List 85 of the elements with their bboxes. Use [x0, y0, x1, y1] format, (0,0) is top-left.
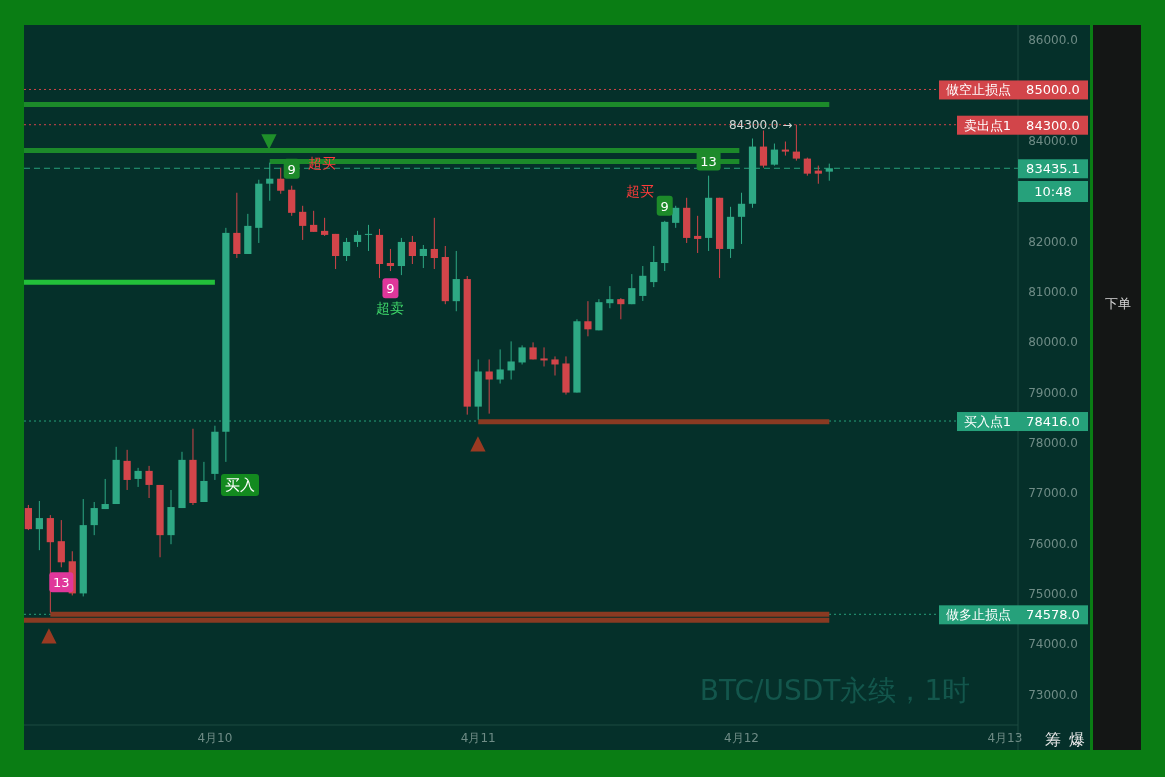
candlestick — [342, 237, 351, 262]
y-tick-label: 73000.0 — [1028, 687, 1078, 702]
candlestick — [364, 224, 373, 252]
candlestick — [57, 519, 65, 568]
candlestick — [485, 358, 493, 415]
candlestick — [507, 340, 515, 381]
candlestick — [299, 205, 307, 241]
candlestick — [233, 192, 241, 259]
candlestick — [288, 185, 296, 217]
y-tick-label: 80000.0 — [1028, 335, 1078, 350]
candlestick — [584, 300, 592, 337]
candlestick — [792, 124, 800, 162]
candlestick — [518, 344, 526, 365]
candlestick — [496, 348, 504, 385]
annotation: 13 — [700, 153, 717, 169]
candlestick — [639, 265, 647, 302]
text: 爆 — [1069, 730, 1085, 749]
y-tick-label: 85000.0 — [1026, 82, 1080, 98]
ref-line-label: 卖出点1 — [963, 117, 1012, 133]
candlestick — [540, 346, 548, 367]
candlestick — [803, 157, 811, 177]
candlestick — [650, 245, 658, 288]
candlestick — [134, 467, 142, 488]
candlestick — [200, 461, 208, 503]
candlestick — [419, 244, 427, 269]
annotation: 13 — [53, 575, 70, 591]
x-tick-label: 4月11 — [460, 731, 496, 745]
y-tick-label: 75000.0 — [1028, 587, 1078, 602]
y-tick-label: 74000.0 — [1028, 637, 1078, 652]
y-tick-label: 84300.0 — [1026, 117, 1080, 133]
candlestick — [672, 205, 680, 229]
y-tick-label: 74578.0 — [1026, 607, 1080, 623]
y-tick-label: 86000.0 — [1028, 33, 1078, 48]
x-tick-label: 4月12 — [724, 731, 759, 745]
text: 10:48 — [1034, 184, 1072, 199]
y-tick-label: 82000.0 — [1028, 234, 1078, 249]
ref-line-label: 买入点1 — [963, 414, 1012, 430]
text: 下单 — [1105, 296, 1131, 311]
candlestick — [759, 130, 768, 169]
candlestick — [90, 501, 98, 536]
x-tick-label: 4月10 — [197, 731, 233, 745]
y-tick-label: 76000.0 — [1028, 536, 1078, 551]
annotation: ▲ — [470, 430, 487, 454]
y-tick-label: 77000.0 — [1028, 486, 1078, 501]
candlestick — [123, 449, 131, 491]
ref-line-label: 做空止损点 — [946, 82, 1011, 98]
candlestick — [617, 297, 625, 320]
candlestick — [606, 285, 614, 309]
candlestick — [770, 143, 779, 167]
candlestick — [310, 210, 318, 233]
y-tick-label: 78416.0 — [1026, 414, 1080, 430]
candlestick — [694, 215, 702, 254]
y-tick-label: 78000.0 — [1028, 435, 1078, 450]
annotation: ▲ — [41, 622, 58, 646]
text: 筹 — [1045, 730, 1061, 749]
candlestick — [24, 504, 33, 531]
candlestick — [814, 165, 822, 185]
annotation: 超买 — [626, 183, 654, 199]
annotation: 9 — [287, 161, 296, 177]
annotation: 9 — [660, 198, 669, 214]
candlestick — [331, 233, 340, 270]
annotation: ▼ — [261, 128, 278, 152]
candlestick — [35, 500, 43, 551]
y-tick-label: 81000.0 — [1028, 284, 1078, 299]
candlestick — [430, 217, 438, 270]
annotation: 买入 — [225, 476, 255, 494]
candlestick — [628, 273, 636, 305]
x-tick-label: 4月13 — [987, 731, 1023, 745]
y-tick-label: 84000.0 — [1028, 133, 1078, 148]
candlestick — [408, 235, 417, 265]
candlestick — [452, 250, 460, 312]
annotation: 9 — [386, 281, 395, 297]
annotation: 超卖 — [376, 300, 404, 316]
candlestick — [145, 465, 153, 499]
y-tick-label: 83435.1 — [1026, 161, 1080, 177]
candlestick — [737, 192, 746, 245]
candlestick — [386, 248, 395, 272]
y-tick-label: 79000.0 — [1028, 385, 1078, 400]
candlestick — [320, 217, 329, 237]
ref-line-label: 做多止损点 — [946, 607, 1011, 623]
candlestick — [551, 355, 559, 376]
annotation: 84300.0 → — [728, 117, 793, 132]
candlestick — [277, 167, 285, 195]
annotation: 超买 — [307, 154, 336, 171]
candlestick — [101, 478, 109, 510]
